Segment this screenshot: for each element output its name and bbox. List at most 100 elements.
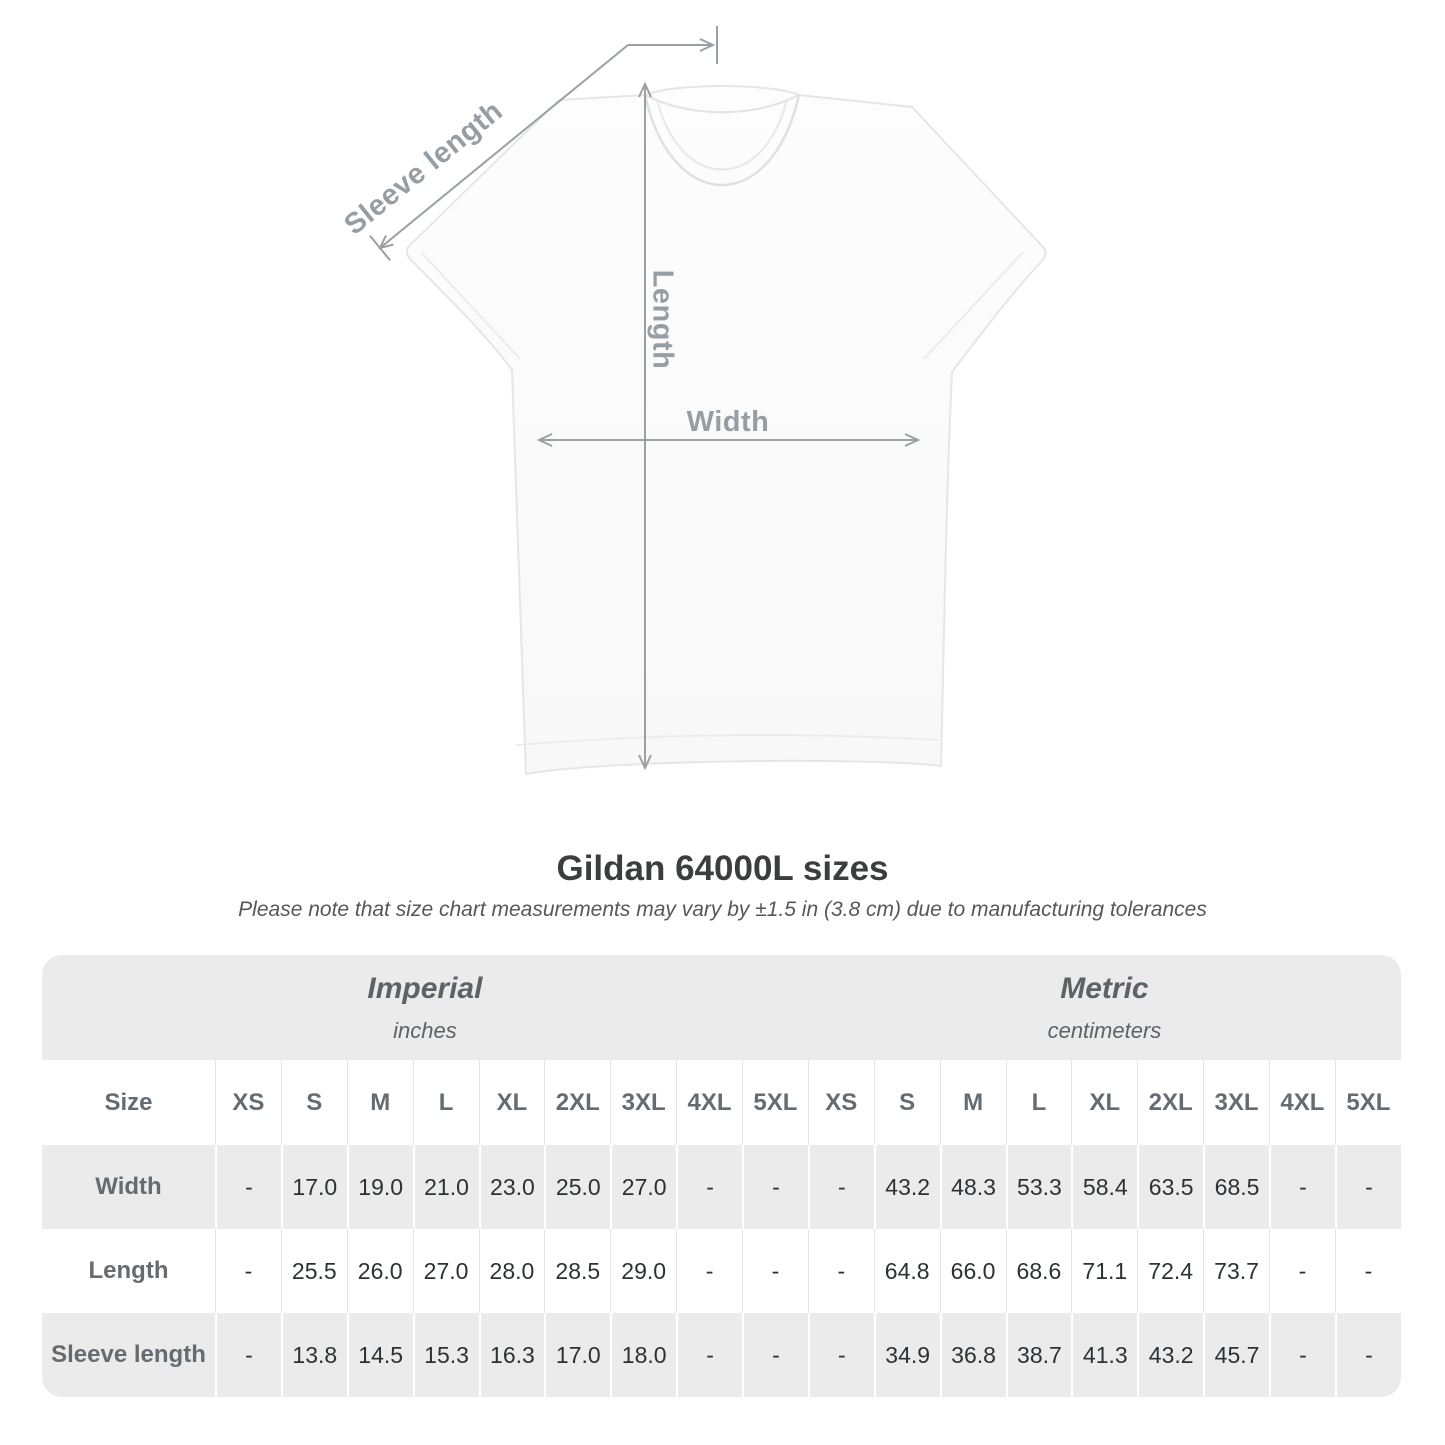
tshirt-outline [405,85,1047,776]
imperial-group-unit: inches [393,1017,457,1043]
width-dimension-line [536,433,921,447]
hem-stitch [515,734,939,746]
length-dimension-line [638,81,652,771]
page-title: Gildan 64000L sizes [556,849,889,888]
table-cell: 13.8 [280,1313,347,1397]
table-cell: - [1334,1145,1401,1229]
table-cell: - [676,1229,742,1313]
table-cell: 27.0 [610,1145,677,1229]
table-cell: - [215,1313,281,1397]
table-cell: 18.0 [610,1313,677,1397]
table-cell: 27.0 [412,1229,479,1313]
size-col-metric-l: L [1005,1060,1072,1145]
size-col-imperial-l: L [412,1060,479,1145]
table-cell: 17.0 [280,1145,347,1229]
size-col-metric-5xl: 5XL [1334,1060,1401,1145]
table-row-width: Width - 17.0 19.0 21.0 23.0 25.0 27.0 - … [42,1145,1401,1229]
size-col-metric-xl: XL [1071,1060,1138,1145]
size-col-metric-s: S [873,1060,940,1145]
unit-group-header-row: Imperial inches Metric centimeters [42,955,1401,1060]
table-cell: 34.9 [873,1313,940,1397]
size-col-imperial-4xl: 4XL [676,1060,742,1145]
size-col-imperial-m: M [346,1060,413,1145]
table-cell: - [215,1229,281,1313]
table-cell: 28.5 [544,1229,611,1313]
table-cell: 29.0 [610,1229,677,1313]
row-label: Sleeve length [42,1313,215,1397]
table-cell: 19.0 [346,1145,413,1229]
table-cell: - [807,1313,874,1397]
size-col-imperial-s: S [280,1060,347,1145]
table-cell: 21.0 [412,1145,479,1229]
metric-group-label: Metric [1060,971,1149,1005]
table-cell: - [1269,1313,1335,1397]
table-cell: 17.0 [544,1313,611,1397]
size-col-imperial-5xl: 5XL [742,1060,808,1145]
table-cell: 43.2 [873,1145,940,1229]
table-cell: - [1269,1145,1335,1229]
length-dimension-label: Length [646,269,679,370]
collar-back-line [644,94,800,114]
size-col-metric-xs: XS [807,1060,874,1145]
table-cell: 16.3 [478,1313,545,1397]
table-cell: 36.8 [939,1313,1006,1397]
tolerance-note: Please note that size chart measurements… [238,898,1207,921]
table-cell: - [1334,1229,1401,1313]
table-cell: - [1334,1313,1401,1397]
sleeve-length-dimension-line [369,26,718,262]
table-cell: 53.3 [1005,1145,1072,1229]
right-sleeve-stitch [923,251,1024,360]
table-cell: 64.8 [873,1229,940,1313]
table-cell: 15.3 [412,1313,479,1397]
table-cell: - [742,1229,808,1313]
table-cell: - [742,1145,808,1229]
table-cell: 45.7 [1203,1313,1269,1397]
size-col-metric-m: M [939,1060,1006,1145]
table-cell: 38.7 [1005,1313,1072,1397]
table-cell: 71.1 [1071,1229,1138,1313]
size-col-imperial-xl: XL [478,1060,545,1145]
collar-rib-line [656,98,788,171]
size-diagram: Sleeve length Length Width [338,26,1047,776]
table-cell: 72.4 [1137,1229,1204,1313]
size-header-cell: Size [42,1060,215,1145]
size-header-row: Size XS S M L XL 2XL 3XL 4XL 5XL XS S M … [42,1060,1401,1145]
width-dimension-label: Width [686,406,770,438]
table-cell: - [676,1145,742,1229]
table-cell: - [676,1313,742,1397]
table-cell: - [1269,1229,1335,1313]
table-cell: 26.0 [346,1229,413,1313]
tshirt-illustration [369,26,1047,776]
size-col-imperial-3xl: 3XL [610,1060,677,1145]
table-cell: 73.7 [1203,1229,1269,1313]
size-col-metric-3xl: 3XL [1203,1060,1269,1145]
table-cell: - [742,1313,808,1397]
left-sleeve-stitch [420,251,521,360]
table-cell: 41.3 [1071,1313,1138,1397]
size-table: Imperial inches Metric centimeters Size … [42,955,1401,1397]
size-col-metric-4xl: 4XL [1269,1060,1335,1145]
table-row-length: Length - 25.5 26.0 27.0 28.0 28.5 29.0 -… [42,1229,1401,1313]
table-cell: 63.5 [1137,1145,1204,1229]
table-cell: - [807,1229,874,1313]
imperial-group-label: Imperial [367,971,483,1005]
imperial-group-header: Imperial inches [42,955,808,1060]
table-cell: 43.2 [1137,1313,1204,1397]
table-cell: 58.4 [1071,1145,1138,1229]
metric-group-header: Metric centimeters [807,955,1401,1060]
table-cell: 25.0 [544,1145,611,1229]
size-col-imperial-2xl: 2XL [544,1060,611,1145]
table-cell: 28.0 [478,1229,545,1313]
row-label: Width [42,1145,215,1229]
table-cell: 25.5 [280,1229,347,1313]
table-cell: - [807,1145,874,1229]
size-chart-table: Imperial inches Metric centimeters Size … [42,955,1401,1397]
table-cell: 48.3 [939,1145,1006,1229]
table-cell: 68.5 [1203,1145,1269,1229]
table-cell: - [215,1145,281,1229]
table-cell: 68.6 [1005,1229,1072,1313]
table-row-sleeve-length: Sleeve length - 13.8 14.5 15.3 16.3 17.0… [42,1313,1401,1397]
size-col-imperial-xs: XS [215,1060,281,1145]
collar-outer-line [643,94,801,187]
metric-group-unit: centimeters [1047,1017,1162,1043]
